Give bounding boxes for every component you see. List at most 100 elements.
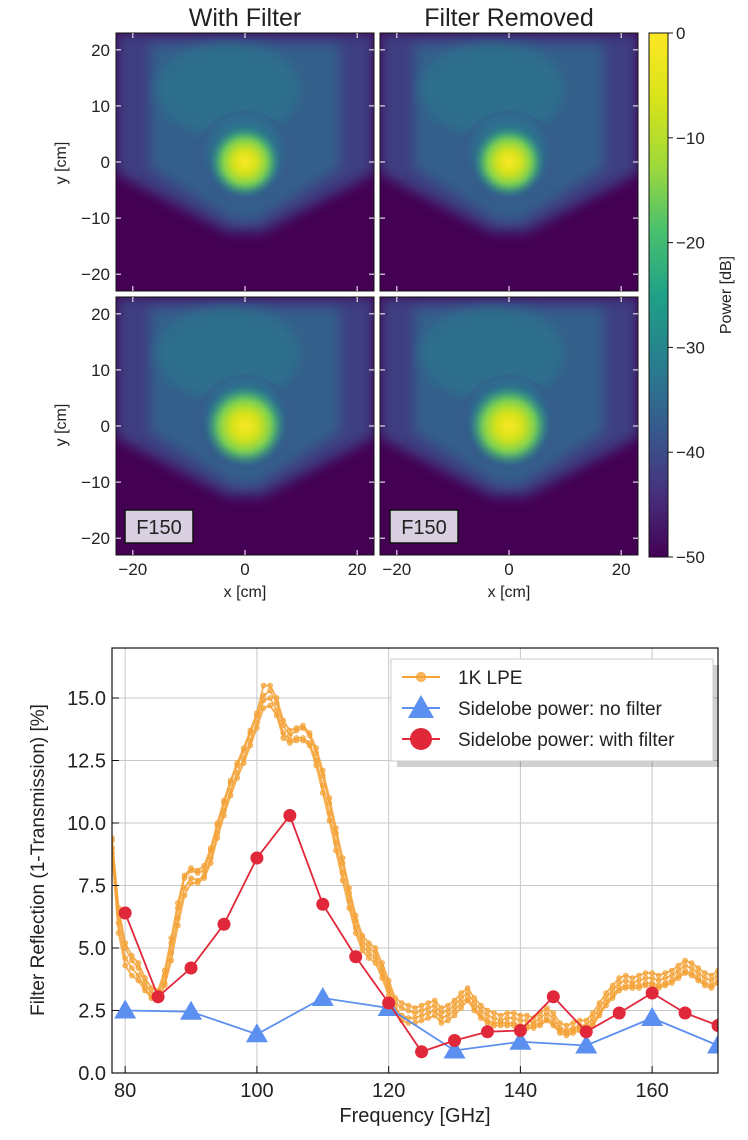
lpe-point bbox=[655, 977, 662, 984]
lpe-point bbox=[431, 1007, 438, 1014]
lpe-point bbox=[662, 982, 669, 989]
lpe-point bbox=[570, 1030, 576, 1036]
no-filter-point bbox=[707, 1034, 718, 1054]
series-layer bbox=[112, 682, 718, 1059]
heat-xlabel-right: x [cm] bbox=[488, 584, 531, 601]
heat-xtick-label: −20 bbox=[118, 560, 147, 579]
lpe-point bbox=[418, 1007, 425, 1014]
with-filter-point bbox=[382, 996, 396, 1010]
lpe-point bbox=[168, 957, 175, 964]
lpe-point bbox=[346, 885, 352, 891]
lpe-point bbox=[399, 1005, 405, 1011]
lpe-point bbox=[702, 982, 708, 989]
lpe-point bbox=[115, 905, 122, 911]
lpe-point bbox=[267, 702, 273, 709]
lpe-point bbox=[511, 1022, 517, 1029]
lpe-point bbox=[399, 1000, 405, 1006]
heatmap-group bbox=[115, 32, 639, 556]
legend-label-no-filter: Sidelobe power: no filter bbox=[458, 699, 663, 720]
lpe-point bbox=[695, 965, 702, 971]
lpe-point bbox=[464, 985, 471, 991]
panel-label-text: F150 bbox=[401, 517, 447, 539]
lpe-point bbox=[326, 795, 333, 801]
lpe-point bbox=[267, 682, 273, 689]
series-lpe-curve bbox=[112, 682, 718, 1029]
line-xlabel: Frequency [GHz] bbox=[339, 1105, 490, 1127]
lpe-point bbox=[484, 1007, 491, 1014]
lpe-point bbox=[669, 972, 675, 979]
lpe-point bbox=[478, 1015, 484, 1021]
lpe-point bbox=[128, 952, 135, 959]
lpe-point bbox=[287, 732, 293, 739]
lpe-point bbox=[221, 812, 227, 819]
with-filter-point bbox=[349, 950, 363, 964]
lpe-point bbox=[405, 1007, 412, 1014]
lpe-point bbox=[708, 977, 715, 984]
ytick-label: 7.5 bbox=[78, 876, 106, 898]
lpe-point bbox=[702, 970, 708, 976]
lpe-point bbox=[464, 997, 471, 1004]
lpe-point bbox=[366, 945, 372, 951]
lpe-point bbox=[319, 790, 326, 796]
lpe-point bbox=[122, 940, 128, 946]
legend-box bbox=[390, 658, 714, 762]
lpe-point bbox=[372, 960, 379, 966]
lpe-point bbox=[708, 972, 715, 979]
lpe-point bbox=[583, 1017, 590, 1024]
legend-marker-lpe bbox=[416, 672, 426, 682]
lpe-point bbox=[609, 982, 616, 989]
lpe-point bbox=[695, 970, 702, 976]
lpe-point bbox=[596, 1000, 603, 1006]
lpe-point bbox=[491, 1022, 497, 1029]
lpe-point bbox=[688, 965, 695, 971]
lpe-point bbox=[201, 875, 208, 881]
lpe-point bbox=[491, 1015, 497, 1021]
heatmap-main-beam bbox=[205, 386, 285, 466]
lpe-point bbox=[392, 995, 399, 1001]
heatmap-main-beam bbox=[210, 127, 280, 197]
lpe-point bbox=[405, 1002, 412, 1009]
ytick-label: 0.0 bbox=[78, 1063, 106, 1085]
lpe-point bbox=[497, 1022, 504, 1029]
lpe-point bbox=[339, 855, 346, 861]
lpe-point bbox=[563, 1032, 570, 1039]
lpe-point bbox=[543, 1010, 550, 1016]
colorbar-tick-label: −20 bbox=[676, 234, 705, 253]
lpe-point bbox=[326, 817, 333, 824]
lpe-point bbox=[543, 1005, 550, 1011]
heat-ytick-label: −10 bbox=[81, 209, 110, 228]
lpe-point bbox=[214, 835, 221, 841]
lpe-point bbox=[688, 960, 695, 966]
lpe-point bbox=[642, 982, 649, 989]
lpe-point bbox=[412, 1005, 418, 1011]
heat-xtick-label: 0 bbox=[240, 560, 249, 579]
lpe-point bbox=[333, 825, 339, 831]
lpe-point bbox=[675, 962, 682, 969]
lpe-point bbox=[188, 875, 194, 881]
heatmap-upper-plume bbox=[155, 42, 301, 136]
colorbar-tick-label: −30 bbox=[676, 338, 705, 357]
xtick-label: 80 bbox=[114, 1080, 136, 1102]
xtick-label: 140 bbox=[504, 1080, 537, 1102]
lpe-point bbox=[491, 1010, 497, 1016]
with-filter-point bbox=[283, 809, 297, 822]
lpe-point bbox=[214, 820, 221, 826]
lpe-point bbox=[181, 872, 188, 879]
lpe-point bbox=[247, 727, 254, 734]
lpe-point bbox=[445, 1017, 451, 1024]
lpe-point bbox=[537, 1022, 543, 1029]
with-filter-point bbox=[513, 1024, 527, 1037]
lpe-point bbox=[221, 797, 227, 804]
lpe-point bbox=[273, 695, 280, 701]
lpe-point bbox=[550, 1010, 557, 1016]
lpe-point bbox=[445, 1002, 451, 1009]
lpe-point bbox=[359, 932, 366, 939]
heatmap-panel bbox=[115, 32, 375, 292]
no-filter-point bbox=[311, 987, 334, 1006]
with-filter-point bbox=[546, 990, 560, 1004]
heatmap-main-beam bbox=[474, 127, 544, 197]
lpe-point bbox=[603, 990, 609, 996]
lpe-point bbox=[188, 880, 194, 886]
lpe-point bbox=[675, 975, 682, 981]
with-filter-point bbox=[480, 1025, 494, 1039]
